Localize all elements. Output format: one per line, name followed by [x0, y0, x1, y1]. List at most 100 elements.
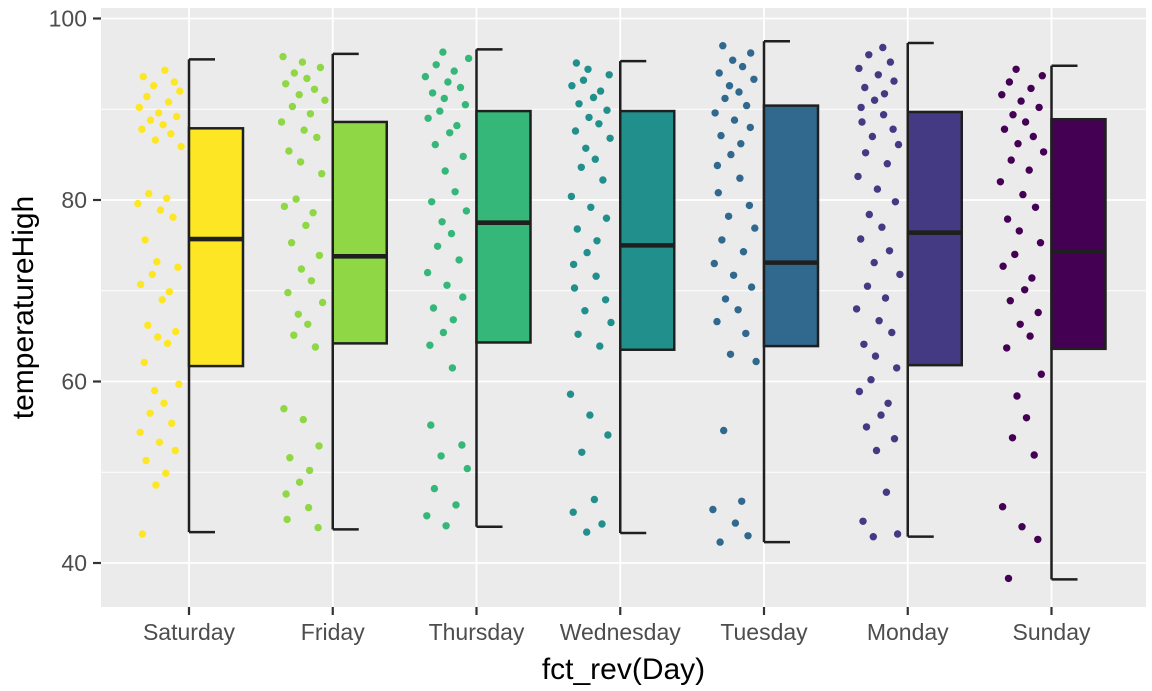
jitter-point — [462, 207, 471, 215]
box-iqr — [331, 120, 388, 345]
jitter-point — [734, 306, 742, 314]
y-axis-title: temperatureHigh — [7, 196, 40, 419]
jitter-point — [152, 481, 160, 489]
jitter-point — [1012, 65, 1020, 74]
jitter-point — [447, 229, 456, 238]
x-tick-label: Sunday — [1012, 619, 1091, 645]
jitter-point — [857, 235, 865, 243]
jitter-point — [606, 134, 614, 142]
jitter-point — [449, 316, 457, 324]
jitter-point — [855, 64, 863, 73]
jitter-point — [603, 106, 611, 114]
jitter-point — [134, 199, 142, 208]
jitter-point — [1038, 72, 1047, 80]
y-tick-label: 40 — [61, 550, 87, 576]
jitter-point — [148, 270, 156, 279]
jitter-point — [575, 100, 583, 108]
jitter-point — [456, 83, 465, 92]
jitter-point — [443, 281, 451, 289]
jitter-point — [450, 67, 458, 75]
jitter-point — [598, 520, 606, 528]
jitter-point — [882, 488, 891, 496]
jitter-point — [427, 421, 435, 429]
jitter-point — [714, 189, 722, 197]
box-iqr — [1050, 117, 1107, 351]
jitter-point — [870, 258, 878, 267]
jitter-point — [305, 466, 314, 475]
jitter-point — [998, 503, 1007, 511]
jitter-point — [1003, 344, 1011, 352]
jitter-point — [136, 428, 144, 436]
jitter-point — [429, 304, 438, 312]
jitter-point — [582, 144, 590, 152]
jitter-points — [421, 48, 473, 530]
jitter-point — [742, 101, 751, 110]
jitter-point — [874, 71, 882, 79]
jitter-point — [432, 61, 440, 69]
jitter-point — [309, 209, 317, 217]
jitter-point — [893, 530, 902, 538]
jitter-point — [578, 448, 586, 456]
jitter-point — [1022, 414, 1031, 422]
jitter-point — [304, 320, 312, 328]
jitter-point — [735, 88, 743, 96]
jitter-point — [448, 364, 457, 372]
jitter-point — [423, 268, 432, 277]
jitter-point — [135, 103, 143, 112]
jitter-point — [176, 87, 184, 95]
jitter-point — [577, 163, 585, 171]
jitter-point — [154, 109, 163, 117]
jitter-point — [440, 94, 448, 103]
jitter-point — [857, 103, 865, 112]
jitter-point — [292, 195, 300, 203]
jitter-point — [729, 56, 737, 64]
jitter-point — [724, 212, 733, 220]
jitter-point — [424, 114, 432, 123]
jitter-point — [150, 386, 159, 395]
jitter-point — [153, 258, 161, 266]
jitter-point — [567, 192, 576, 201]
box-iqr — [906, 110, 963, 367]
jitter-point — [163, 194, 171, 202]
jitter-point — [999, 262, 1007, 270]
jitter-point — [1016, 320, 1024, 328]
jitter-point — [726, 350, 735, 358]
jitter-point — [431, 140, 439, 149]
jitter-point — [742, 329, 750, 338]
jitter-point — [713, 161, 722, 170]
jitter-point — [731, 519, 740, 527]
jitter-point — [307, 277, 316, 285]
jitter-point — [436, 107, 444, 115]
day-group-monday — [852, 41, 963, 541]
jitter-point — [160, 399, 168, 407]
x-tick-label: Saturday — [143, 619, 236, 645]
jitter-point — [739, 248, 748, 256]
jitter-point — [318, 298, 327, 307]
jitter-point — [569, 508, 577, 516]
jitter-point — [863, 282, 872, 290]
jitter-point — [738, 62, 747, 71]
jitter-point — [282, 490, 290, 498]
y-tick-label: 60 — [61, 369, 87, 395]
jitter-point — [1008, 434, 1017, 442]
jitter-point — [581, 307, 589, 315]
jitter-point — [855, 387, 864, 396]
jitter-point — [439, 48, 447, 56]
jitter-point — [750, 75, 758, 84]
jitter-point — [321, 96, 329, 104]
jitter-point — [287, 239, 296, 247]
jitter-point — [852, 305, 861, 313]
x-tick-label: Friday — [301, 619, 365, 645]
jitter-point — [596, 87, 605, 95]
jitter-point — [302, 221, 310, 230]
jitter-point — [574, 330, 582, 338]
jitter-point — [860, 340, 868, 348]
jitter-point — [1004, 574, 1013, 583]
jitter-point — [428, 89, 437, 97]
jitter-point — [299, 415, 307, 424]
jitter-point — [316, 63, 325, 72]
jitter-point — [136, 280, 145, 289]
jitter-point — [888, 328, 896, 337]
jitter-point — [593, 237, 601, 245]
jitter-point — [571, 127, 580, 135]
